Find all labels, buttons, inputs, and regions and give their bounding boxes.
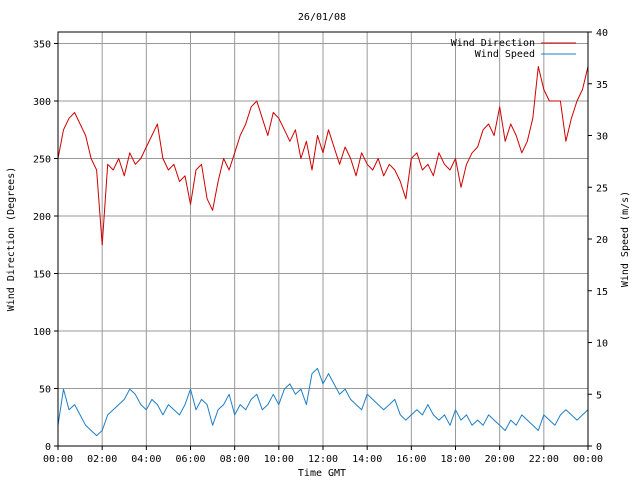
y-left-tick-label: 300	[33, 97, 51, 108]
x-tick-label: 06:00	[175, 454, 205, 465]
series-layer	[57, 66, 589, 437]
y-left-tick-label: 250	[33, 155, 51, 166]
y-right-tick-label: 25	[596, 183, 608, 194]
legend-label: Wind Speed	[475, 49, 535, 60]
legend-label: Wind Direction	[451, 38, 535, 49]
x-axis-label: Time GMT	[298, 468, 346, 479]
grid-lines	[58, 32, 588, 446]
x-tick-label: 00:00	[43, 454, 73, 465]
chart-title: 26/01/08	[298, 12, 346, 23]
y-right-tick-label: 30	[596, 132, 608, 143]
y-left-tick-label: 50	[39, 385, 51, 396]
y-right-tick-label: 40	[596, 28, 608, 39]
y-right-tick-label: 0	[596, 442, 602, 453]
x-tick-label: 00:00	[573, 454, 603, 465]
y-left-tick-label: 100	[33, 327, 51, 338]
y-left-tick-label: 200	[33, 212, 51, 223]
x-tick-label: 22:00	[529, 454, 559, 465]
x-tick-label: 18:00	[440, 454, 470, 465]
series-line-wind-direction	[57, 66, 589, 246]
x-tick-label: 10:00	[264, 454, 294, 465]
x-tick-label: 20:00	[485, 454, 515, 465]
y-right-tick-label: 5	[596, 390, 602, 401]
y-left-tick-label: 0	[45, 442, 51, 453]
y-right-tick-label: 35	[596, 80, 608, 91]
y-left-tick-label: 350	[33, 40, 51, 51]
series-line-wind-speed	[57, 367, 589, 437]
x-tick-label: 16:00	[396, 454, 426, 465]
x-tick-label: 02:00	[87, 454, 117, 465]
x-tick-label: 14:00	[352, 454, 382, 465]
y-right-tick-label: 20	[596, 235, 608, 246]
y-axis-label-left: Wind Direction (Degrees)	[6, 167, 17, 312]
y-left-tick-label: 150	[33, 270, 51, 281]
y-right-tick-label: 10	[596, 339, 608, 350]
x-tick-label: 12:00	[308, 454, 338, 465]
x-tick-label: 04:00	[131, 454, 161, 465]
y-axis-label-right: Wind Speed (m/s)	[620, 191, 631, 287]
axes-layer: 00:00 02:00 04:00 06:00 08:00 10:00 12:00 14:00…	[33, 28, 608, 465]
x-tick-label: 08:00	[220, 454, 250, 465]
y-right-tick-label: 15	[596, 287, 608, 298]
